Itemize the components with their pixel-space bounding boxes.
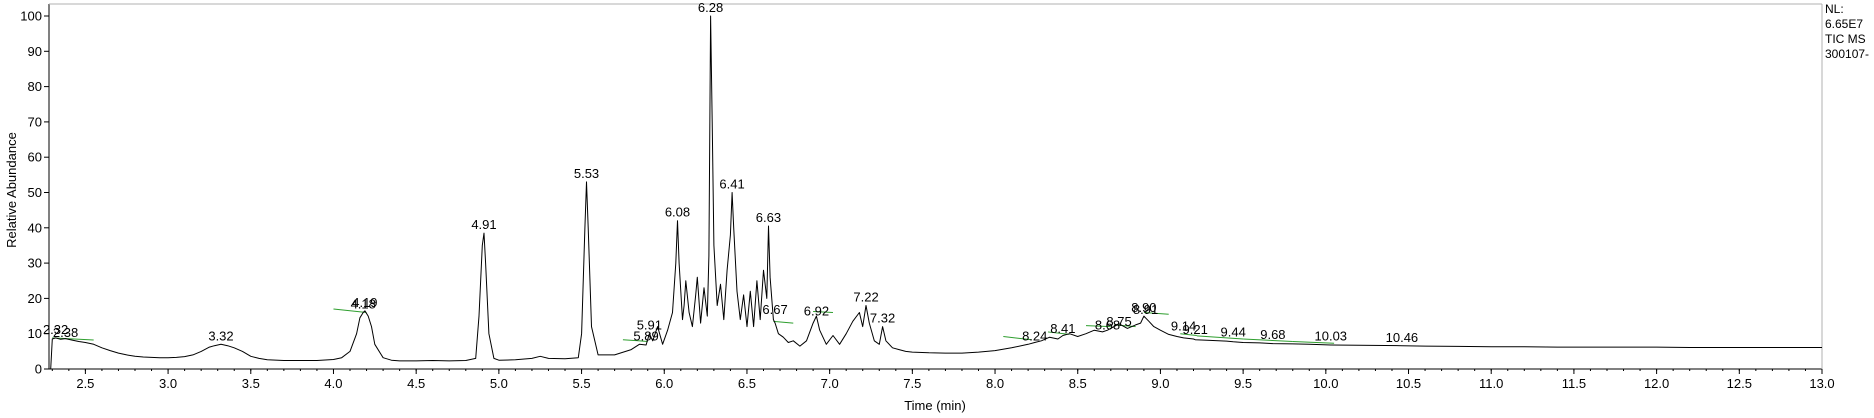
integration-baseline (773, 320, 794, 324)
y-tick-label: 40 (28, 220, 42, 235)
peak-label: 5.53 (574, 166, 599, 181)
peak-label: 6.67 (762, 302, 787, 317)
peak-label: 8.24 (1022, 328, 1047, 343)
peak-label: 4.18 (351, 297, 376, 312)
integration-baseline (1047, 331, 1070, 335)
x-tick-label: 5.0 (490, 376, 508, 391)
x-tick-label: 8.0 (986, 376, 1004, 391)
x-tick-label: 12.0 (1644, 376, 1669, 391)
x-tick-label: 11.0 (1479, 376, 1503, 391)
peak-label: 10.46 (1386, 330, 1419, 345)
integration-baseline (813, 310, 833, 314)
integration-baseline (52, 337, 94, 341)
peak-label: 6.92 (804, 304, 829, 319)
info-panel: NL: 6.65E7 TIC MS 300107- (1825, 2, 1869, 62)
peak-label: 8.91 (1133, 302, 1158, 317)
y-tick-label: 100 (20, 9, 42, 24)
x-tick-label: 7.0 (821, 376, 839, 391)
info-line-scale: 6.65E7 (1825, 17, 1864, 31)
peak-label: 6.41 (719, 177, 744, 192)
peak-label: 6.08 (665, 205, 690, 220)
integration-baseline (1180, 333, 1197, 336)
y-tick-label: 30 (28, 256, 42, 271)
peak-label: 4.19 (352, 295, 377, 310)
peak-label: 9.68 (1260, 327, 1285, 342)
x-tick-label: 10.5 (1396, 376, 1421, 391)
x-tick-label: 10.0 (1313, 376, 1338, 391)
peak-label: 7.22 (853, 289, 878, 304)
y-tick-label: 50 (28, 185, 42, 200)
x-tick-label: 7.5 (903, 376, 921, 391)
peak-label: 8.41 (1050, 321, 1075, 336)
peak-label: 6.63 (756, 210, 781, 225)
peak-label: 2.32 (43, 322, 68, 337)
peak-label: 6.28 (698, 0, 723, 15)
integration-baseline (333, 308, 367, 314)
x-tick-label: 6.5 (738, 376, 756, 391)
integration-baseline (1003, 336, 1032, 341)
info-line-nl: NL: (1825, 2, 1844, 16)
peak-label: 5.91 (637, 318, 662, 333)
integration-baseline (1196, 335, 1244, 340)
info-line-scan: TIC MS (1825, 32, 1866, 46)
x-tick-label: 9.5 (1234, 376, 1252, 391)
peak-label: 5.89 (633, 328, 658, 343)
info-line-file: 300107- (1825, 47, 1870, 61)
x-tick-label: 6.0 (655, 376, 673, 391)
peak-label: 8.90 (1131, 300, 1156, 315)
y-tick-label: 0 (35, 362, 42, 377)
peak-label: 9.44 (1221, 324, 1246, 339)
x-tick-label: 12.5 (1727, 376, 1752, 391)
integration-baseline (1085, 325, 1111, 328)
peak-label: 8.75 (1106, 314, 1131, 329)
x-tick-label: 5.5 (573, 376, 591, 391)
peak-label: 8.68 (1095, 318, 1120, 333)
x-tick-label: 11.5 (1562, 376, 1586, 391)
peak-label: 3.32 (208, 328, 233, 343)
x-tick-label: 9.0 (1151, 376, 1169, 391)
peak-label: 4.91 (471, 217, 496, 232)
y-tick-label: 80 (28, 79, 42, 94)
peak-label: 2.38 (53, 325, 78, 340)
y-tick-label: 20 (28, 291, 42, 306)
y-tick-label: 90 (28, 44, 42, 59)
x-tick-label: 4.0 (324, 376, 342, 391)
integration-baseline (622, 339, 648, 342)
peak-label: 10.03 (1315, 328, 1348, 343)
x-tick-label: 2.5 (76, 376, 94, 391)
peak-label: 7.32 (870, 311, 895, 326)
integration-baseline (1143, 312, 1169, 315)
x-tick-label: 4.5 (407, 376, 425, 391)
x-tick-label: 3.5 (242, 376, 260, 391)
x-tick-label: 13.0 (1809, 376, 1834, 391)
peak-label: 9.21 (1183, 322, 1208, 337)
x-tick-label: 8.5 (1069, 376, 1087, 391)
peak-label: 9.14 (1171, 318, 1196, 333)
integration-baseline (1292, 340, 1335, 344)
integration-baseline (1243, 338, 1293, 342)
y-tick-label: 10 (28, 326, 42, 341)
y-tick-label: 60 (28, 150, 42, 165)
chromatogram-trace (49, 15, 1822, 370)
y-tick-label: 70 (28, 114, 42, 129)
x-axis-title: Time (min) (904, 398, 966, 413)
y-axis-title: Relative Abundance (4, 132, 19, 248)
x-tick-label: 3.0 (159, 376, 177, 391)
